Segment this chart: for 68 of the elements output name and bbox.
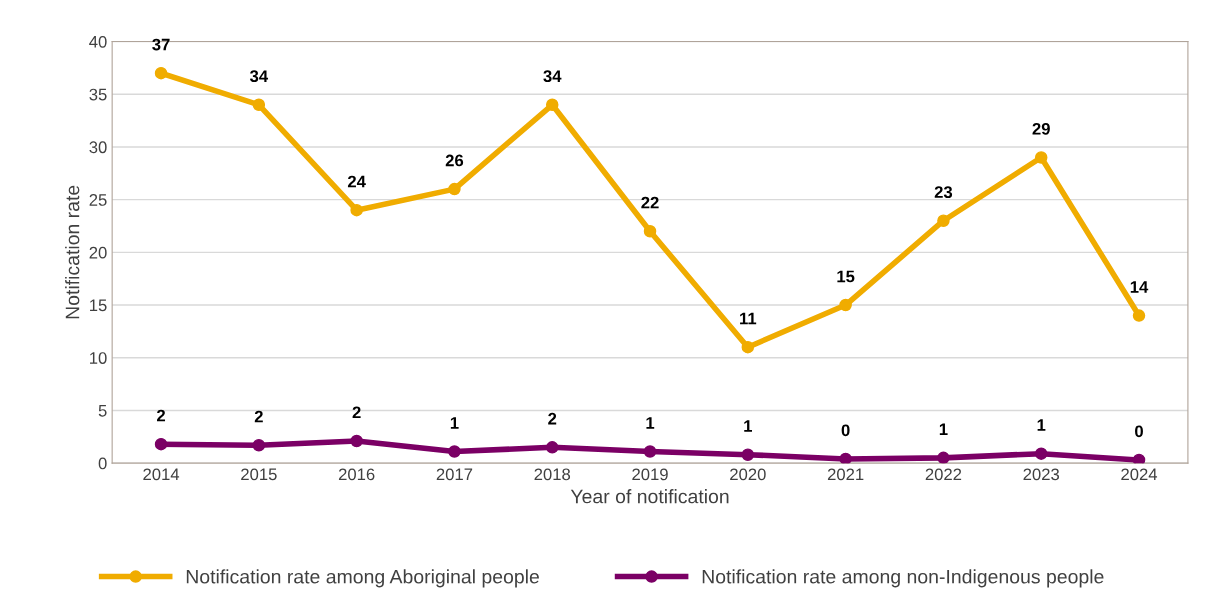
point: [1132, 309, 1146, 322]
point: [839, 298, 852, 312]
data-label: 22: [641, 196, 659, 209]
x-tick-label: 2019: [632, 468, 668, 481]
point: [350, 434, 363, 448]
point: [252, 438, 266, 452]
x-tick-label: 2017: [436, 468, 473, 481]
legend-label: Notification rate among Aboriginal people: [186, 569, 539, 588]
x-tick-label: 2023: [1023, 468, 1060, 481]
point: [937, 214, 950, 227]
x-tick-label: 2022: [925, 468, 962, 481]
data-label: 2: [352, 406, 361, 419]
point: [1034, 151, 1048, 164]
data-label: 23: [934, 186, 953, 199]
data-label: 1: [939, 423, 948, 435]
data-label: 0: [841, 424, 850, 437]
y-tick-label: 5: [98, 405, 107, 417]
point: [1132, 453, 1146, 464]
y-tick-label: 15: [90, 299, 107, 312]
x-tick-label: 2015: [241, 468, 277, 481]
x-tick-label: 2020: [730, 468, 766, 481]
y-tick-label: 20: [89, 246, 107, 259]
point: [448, 182, 461, 196]
data-label: 34: [543, 70, 562, 83]
data-label: 26: [445, 154, 464, 167]
data-label: 2: [548, 412, 557, 425]
point: [448, 445, 461, 458]
legend-label: Notification rate among non-Indigenous people: [702, 569, 1104, 588]
point: [545, 98, 559, 112]
point: [545, 441, 559, 454]
data-label: 2: [157, 409, 166, 422]
y-tick-label: 10: [90, 352, 107, 364]
point: [741, 340, 755, 354]
y-tick-label: 35: [89, 88, 107, 101]
data-label: 15: [837, 270, 855, 283]
x-tick-label: 2018: [534, 468, 571, 481]
data-label: 1: [450, 417, 459, 429]
data-label: 14: [1130, 281, 1149, 293]
data-label: 2: [254, 410, 263, 423]
data-label: 1: [1037, 419, 1046, 431]
point: [154, 437, 168, 451]
point: [350, 203, 363, 217]
point: [937, 451, 950, 464]
x-axis-title: Year of notification: [570, 489, 729, 504]
data-label: 11: [740, 312, 757, 325]
point: [741, 448, 755, 461]
data-label: 1: [646, 417, 655, 429]
y-axis-title: Notification rate: [65, 185, 80, 319]
data-label: 24: [347, 175, 366, 188]
point: [252, 98, 266, 112]
y-tick-label: 30: [89, 141, 107, 154]
data-label: 37: [152, 38, 170, 51]
y-tick-label: 0: [98, 457, 107, 470]
x-tick-label: 2014: [143, 468, 180, 481]
data-label: 0: [1135, 425, 1143, 438]
point: [1034, 447, 1048, 460]
data-label: 29: [1032, 122, 1050, 135]
data-label: 34: [249, 70, 269, 83]
point: [643, 445, 657, 458]
x-tick-label: 2024: [1121, 468, 1158, 481]
point: [643, 225, 657, 238]
x-tick-label: 2021: [827, 468, 864, 481]
y-tick-label: 40: [89, 35, 107, 48]
point: [154, 66, 168, 80]
y-tick-label: 25: [89, 194, 107, 206]
x-tick-label: 2016: [338, 468, 375, 481]
point: [839, 452, 852, 464]
data-label: 1: [744, 420, 752, 432]
